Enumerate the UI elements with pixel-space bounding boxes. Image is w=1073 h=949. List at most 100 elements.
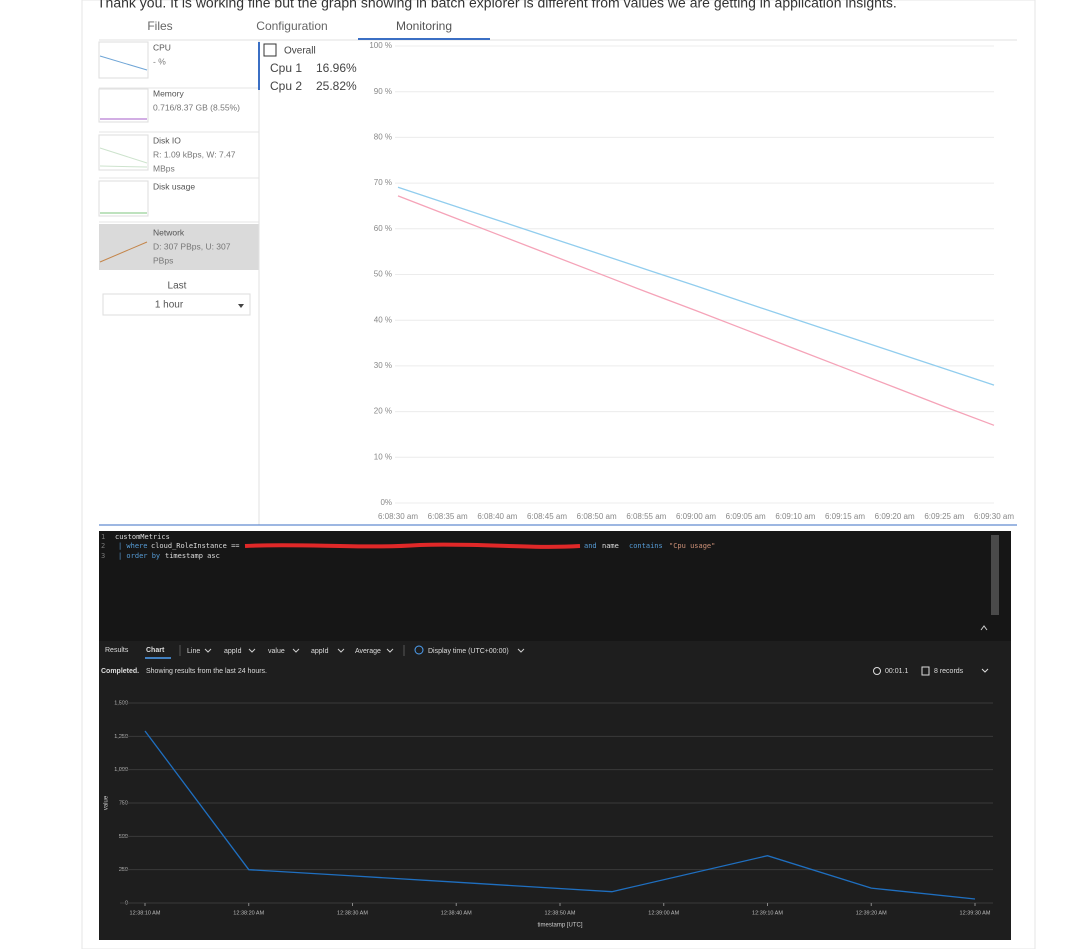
clock-icon bbox=[414, 645, 424, 655]
x-tick-label: 6:09:10 am bbox=[775, 512, 815, 521]
line-number: 1 bbox=[101, 533, 105, 541]
collapse-icon[interactable] bbox=[980, 625, 988, 631]
y-tick-label: 90 % bbox=[374, 87, 392, 96]
query-code: timestamp asc bbox=[165, 552, 220, 560]
x-tick-label: 6:09:15 am bbox=[825, 512, 865, 521]
scrollbar bbox=[991, 535, 999, 615]
post-text: Thank you. It is working fine but the gr… bbox=[97, 0, 897, 11]
status-bold: Completed. bbox=[101, 668, 139, 675]
toolbar-tab-active[interactable]: Chart bbox=[146, 647, 165, 654]
overall-label: Overall bbox=[284, 46, 316, 57]
records: 8 records bbox=[934, 668, 964, 675]
x-axis-title: timestamp [UTC] bbox=[537, 923, 582, 929]
query-keyword: | order by bbox=[118, 552, 160, 560]
query-code: customMetrics bbox=[115, 533, 170, 541]
x-tick-label: 12:38:30 AM bbox=[337, 910, 368, 916]
x-tick-label: 6:08:35 am bbox=[428, 512, 468, 521]
data-line bbox=[144, 730, 976, 900]
tab[interactable]: Configuration bbox=[256, 19, 327, 33]
x-tick-label: 12:39:20 AM bbox=[856, 910, 887, 916]
metric-value: 0.716/8.37 GB (8.55%) bbox=[153, 102, 240, 112]
y-tick-label: 80 % bbox=[374, 133, 392, 142]
y-tick-label: 0% bbox=[380, 498, 392, 507]
metric-name: Network bbox=[153, 227, 185, 237]
y-tick-label: 70 % bbox=[374, 178, 392, 187]
x-tick-label: 12:38:50 AM bbox=[545, 910, 576, 916]
x-tick-label: 6:09:25 am bbox=[924, 512, 964, 521]
tab-active[interactable]: Monitoring bbox=[396, 19, 452, 33]
metric-name: Disk usage bbox=[153, 181, 195, 191]
toolbar: Results Chart Line appId value appId Ave… bbox=[101, 645, 989, 676]
line-number: 2 bbox=[101, 542, 105, 550]
x-tick-label: 12:39:30 AM bbox=[960, 910, 991, 916]
metric-value: - % bbox=[153, 56, 166, 66]
expand-icon[interactable] bbox=[981, 668, 989, 673]
data-line bbox=[397, 195, 995, 426]
chevrons bbox=[204, 648, 525, 653]
x-tick-label: 6:08:40 am bbox=[477, 512, 517, 521]
query-code: name bbox=[602, 542, 619, 550]
x-tick-label: 12:38:20 AM bbox=[233, 910, 264, 916]
y-tick-label: 50 % bbox=[374, 270, 392, 279]
dropdown[interactable]: appId bbox=[311, 648, 329, 655]
y-axis-title: value bbox=[104, 795, 110, 810]
redaction bbox=[244, 542, 581, 549]
legend-value: 16.96% bbox=[316, 61, 357, 75]
range-dropdown[interactable] bbox=[102, 293, 251, 316]
x-tick-label: 6:08:55 am bbox=[626, 512, 666, 521]
x-tick-label: 6:09:30 am bbox=[974, 512, 1014, 521]
sidebar bbox=[98, 41, 259, 270]
checkbox[interactable] bbox=[263, 43, 277, 57]
y-tick-label: 10 % bbox=[374, 452, 392, 461]
metric-value: R: 1.09 kBps, W: 7.47 bbox=[153, 149, 236, 159]
x-tick-label: 6:09:20 am bbox=[875, 512, 915, 521]
toolbar-tab[interactable]: Results bbox=[105, 647, 129, 654]
x-tick-label: 12:39:10 AM bbox=[752, 910, 783, 916]
query-keyword: contains bbox=[629, 542, 663, 550]
dropdown[interactable]: appId bbox=[224, 648, 242, 655]
last-label: Last bbox=[168, 281, 187, 292]
y-tick-label: 60 % bbox=[374, 224, 392, 233]
line-number: 3 bbox=[101, 552, 105, 560]
status-text: Showing results from the last 24 hours. bbox=[146, 668, 267, 675]
y-tick-label: 40 % bbox=[374, 315, 392, 324]
metric-name: CPU bbox=[153, 42, 171, 52]
sparkline bbox=[99, 241, 148, 263]
x-tick-label: 12:38:40 AM bbox=[441, 910, 472, 916]
x-tick-label: 12:38:10 AM bbox=[130, 910, 161, 916]
selected-metric bbox=[99, 224, 259, 270]
query-keyword: | where bbox=[118, 542, 148, 550]
legend-name: Cpu 2 bbox=[270, 79, 302, 93]
x-tick-label: 6:08:30 am bbox=[378, 512, 418, 521]
x-tick-label: 6:08:45 am bbox=[527, 512, 567, 521]
thumbnail bbox=[98, 134, 149, 171]
range-value: 1 hour bbox=[155, 300, 184, 311]
metric-value: MBps bbox=[153, 163, 175, 173]
metric-name: Disk IO bbox=[153, 135, 181, 145]
dropdown[interactable]: Average bbox=[355, 648, 381, 655]
metric-value: D: 307 PBps, U: 307 bbox=[153, 241, 231, 251]
query-code: cloud_RoleInstance == bbox=[151, 542, 240, 550]
sparkline bbox=[99, 147, 148, 168]
y-tick-label: 20 % bbox=[374, 407, 392, 416]
dropdown-arrow bbox=[238, 304, 244, 308]
y-tick-label: 30 % bbox=[374, 361, 392, 370]
records-icon bbox=[921, 666, 930, 676]
tab[interactable]: Files bbox=[147, 19, 172, 33]
editor bbox=[99, 531, 1011, 641]
dropdown[interactable]: value bbox=[268, 648, 285, 655]
dropdown[interactable]: Display time (UTC+00:00) bbox=[428, 648, 509, 655]
dropdown[interactable]: Line bbox=[187, 648, 200, 655]
query-string: "Cpu usage" bbox=[669, 542, 715, 550]
x-tick-label: 6:09:00 am bbox=[676, 512, 716, 521]
legend-value: 25.82% bbox=[316, 79, 357, 93]
metric-value: PBps bbox=[153, 255, 173, 265]
timer-icon bbox=[873, 667, 881, 675]
sparkline bbox=[99, 55, 148, 71]
data-line bbox=[397, 186, 995, 386]
legend-name: Cpu 1 bbox=[270, 61, 302, 75]
x-tick-label: 12:39:00 AM bbox=[648, 910, 679, 916]
x-tick-label: 6:08:50 am bbox=[577, 512, 617, 521]
metric-name: Memory bbox=[153, 88, 184, 98]
y-tick-label: 100 % bbox=[369, 41, 392, 50]
